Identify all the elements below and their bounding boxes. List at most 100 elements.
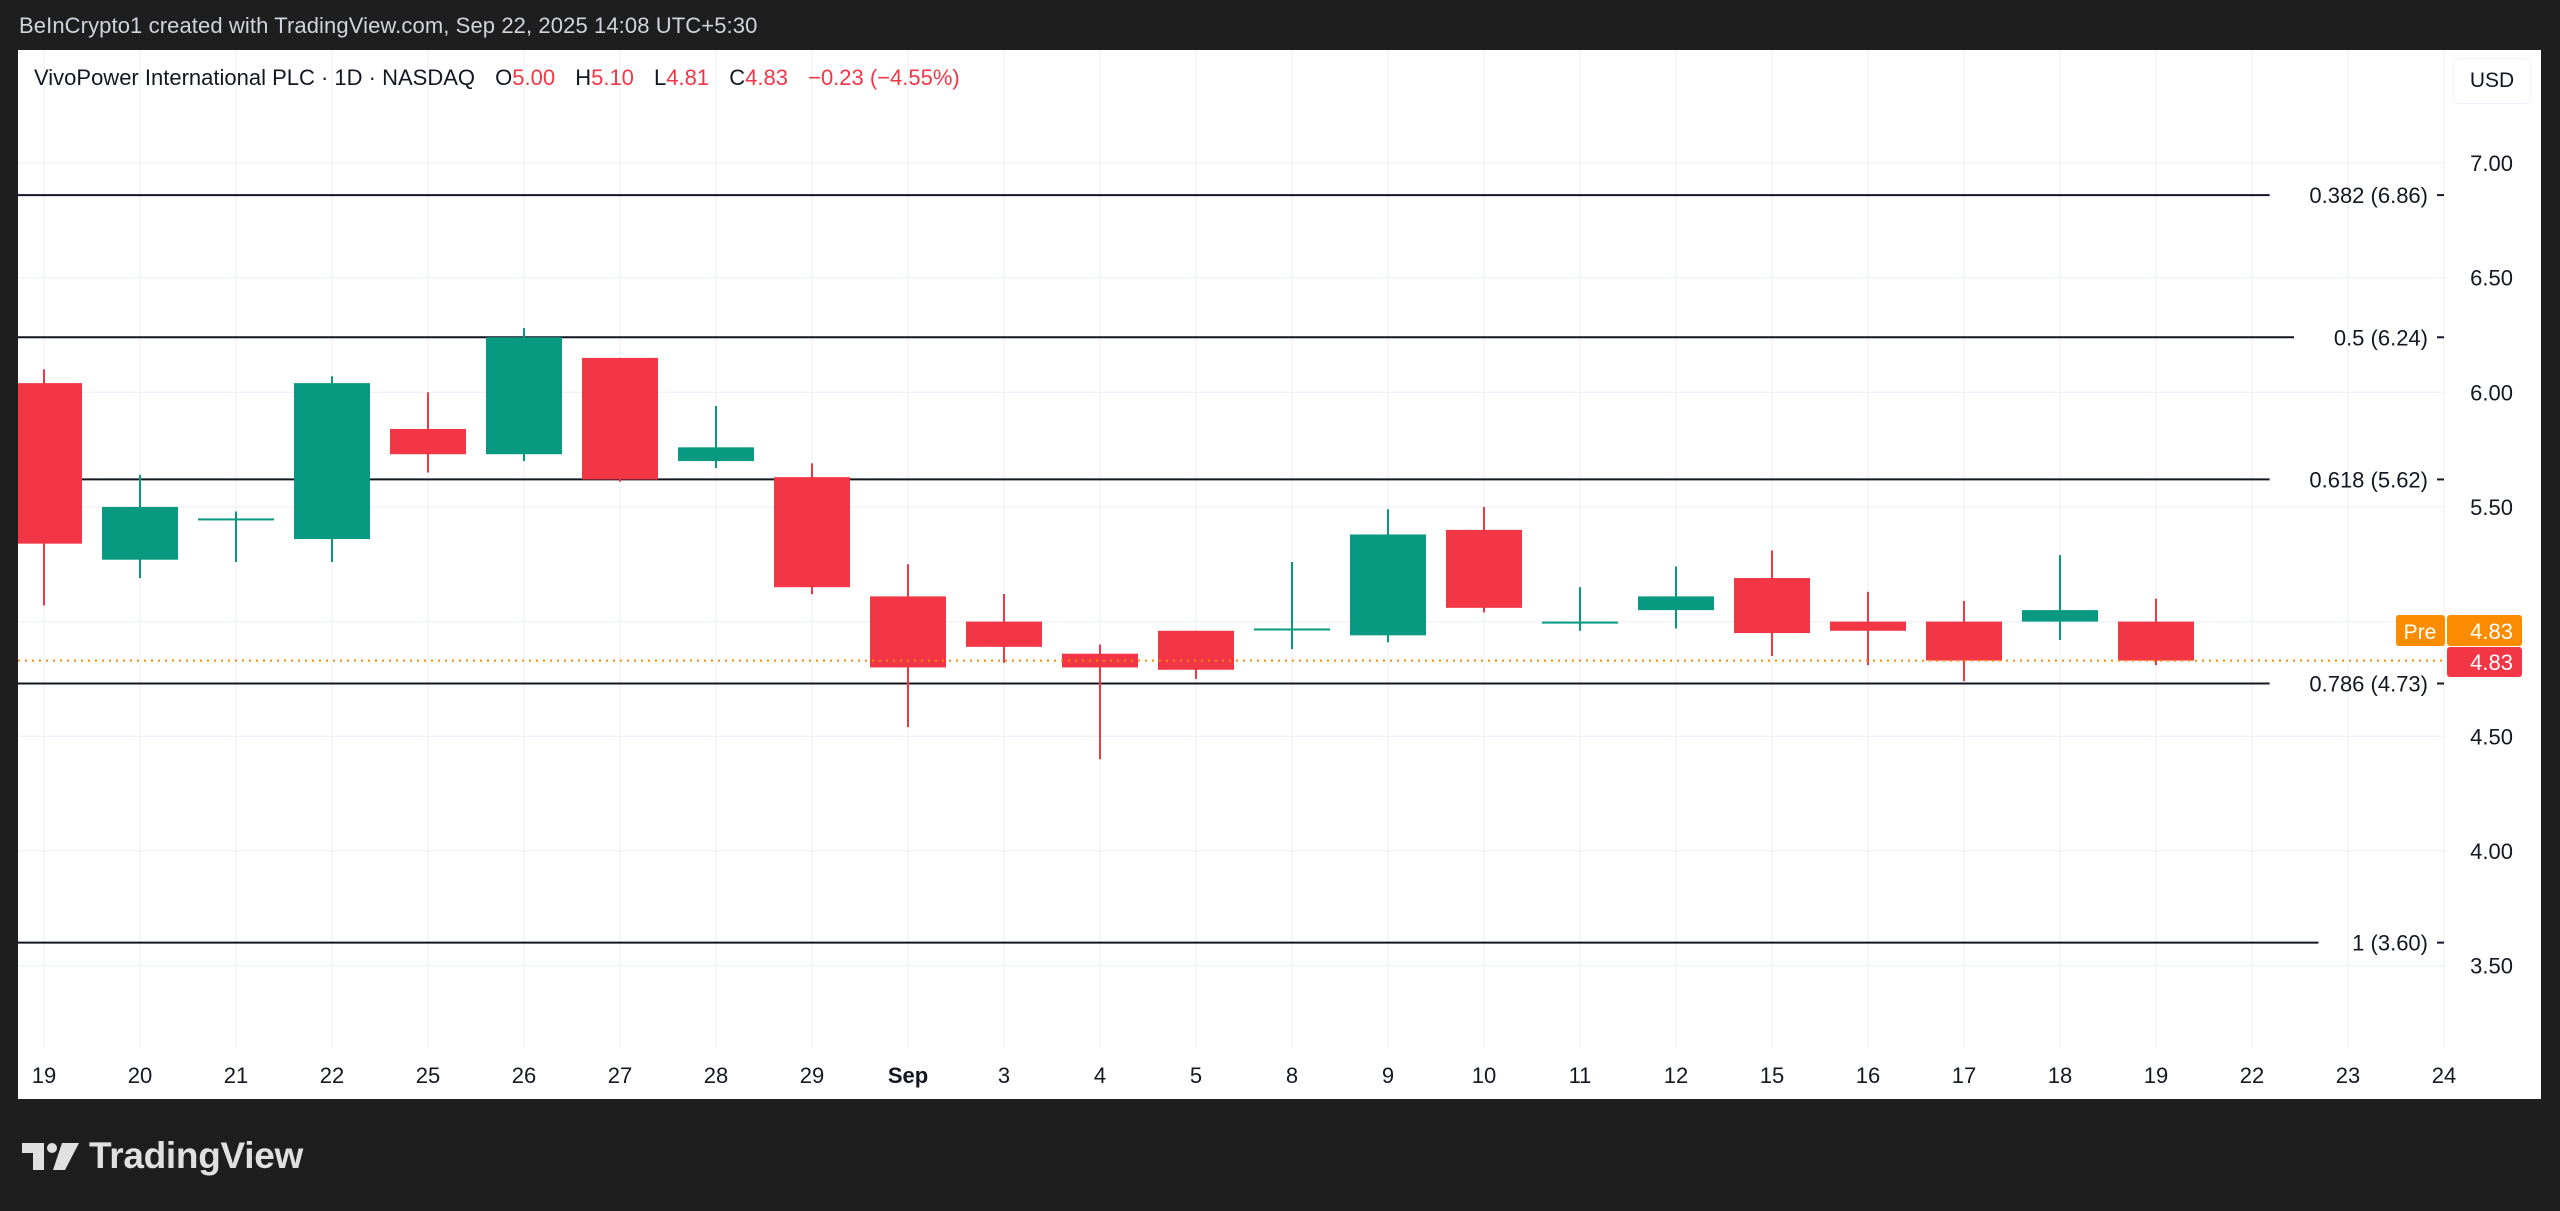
time-axis-label: 15	[1760, 1063, 1784, 1088]
candle-body	[1254, 628, 1330, 631]
candle-body	[1158, 630, 1234, 670]
candle	[1350, 509, 1426, 643]
time-axis-label: 3	[998, 1063, 1010, 1088]
high-value: 5.10	[591, 65, 634, 90]
candle	[1830, 591, 1906, 666]
grid-lines	[18, 50, 2445, 1047]
premarket-tag-label: Pre	[2404, 621, 2437, 644]
candles	[18, 328, 2194, 760]
tradingview-logo-icon	[22, 1142, 79, 1170]
time-axis-label: 11	[1569, 1063, 1592, 1088]
time-axis-label: 22	[2240, 1063, 2264, 1088]
candle-body	[1638, 596, 1714, 611]
candle-body	[18, 383, 82, 544]
currency-button[interactable]: USD	[2453, 58, 2531, 104]
candle	[1446, 506, 1522, 613]
fib-level-label: 1 (3.60)	[2352, 931, 2428, 956]
time-axis-label: 18	[2048, 1063, 2072, 1088]
time-axis-label: 12	[1664, 1063, 1688, 1088]
fib-level-label: 0.786 (4.73)	[2309, 672, 2428, 697]
time-axis-label: 5	[1190, 1063, 1202, 1088]
candle-body	[102, 506, 178, 560]
change-value: −0.23 (−4.55%)	[808, 65, 960, 90]
low-value: 4.81	[666, 65, 710, 90]
candle	[198, 511, 274, 562]
candle	[1542, 587, 1618, 631]
candle-body	[582, 357, 658, 480]
time-axis-label: 25	[416, 1063, 440, 1088]
candle	[678, 406, 754, 468]
price-axis[interactable]: 7.00 6.50 6.00 5.50 4.50 4.00 3.50	[2470, 151, 2513, 979]
time-axis-label: 8	[1286, 1063, 1298, 1088]
tradingview-logo[interactable]: TradingView	[22, 1135, 303, 1177]
candle-body	[966, 621, 1042, 647]
close-label: C	[729, 65, 746, 90]
symbol-title[interactable]: VivoPower International PLC · 1D · NASDA…	[34, 65, 475, 90]
premarket-price-value: 4.83	[2470, 619, 2513, 644]
time-axis-label: 9	[1382, 1063, 1394, 1088]
candle-body	[1446, 529, 1522, 608]
fibonacci-retracement[interactable]: 0.382 (6.86) 0.5 (6.24) 0.618 (5.62) 0.786 …	[18, 183, 2444, 956]
candle	[1734, 550, 1810, 656]
time-axis-label: 19	[2144, 1063, 2168, 1088]
fib-level-label: 0.618 (5.62)	[2309, 467, 2428, 492]
chart-credit: BeInCrypto1 created with TradingView.com…	[19, 13, 758, 38]
price-axis-label: 4.00	[2470, 839, 2513, 864]
time-axis-label: 26	[512, 1063, 536, 1088]
close-value: 4.83	[745, 65, 788, 90]
candle-body	[774, 477, 850, 588]
time-axis-label: 24	[2432, 1063, 2456, 1088]
time-axis[interactable]: 19 20 21 22 25 26 27 28 29 Sep 3 4 5 8 9 10 11 12 15 16 17 18…	[32, 1063, 2456, 1088]
candle	[1062, 644, 1138, 760]
candle-body	[1350, 534, 1426, 636]
tradingview-brand: TradingView	[89, 1135, 303, 1176]
candlestick-chart[interactable]: 0.382 (6.86) 0.5 (6.24) 0.618 (5.62) 0.786 …	[18, 50, 2541, 1099]
candle-body	[678, 447, 754, 462]
time-axis-label: 27	[608, 1063, 632, 1088]
price-tags: Pre 4.83 4.83	[2396, 615, 2522, 677]
candle	[486, 328, 562, 462]
candle	[18, 369, 82, 606]
candle-body	[1734, 578, 1810, 634]
candle	[870, 564, 946, 728]
time-axis-label: 23	[2336, 1063, 2360, 1088]
candle-body	[1062, 653, 1138, 668]
candle	[966, 594, 1042, 663]
time-axis-label: 29	[800, 1063, 824, 1088]
low-label: L	[654, 65, 667, 90]
candle-body	[2118, 621, 2194, 661]
open-value: 5.00	[512, 65, 556, 90]
time-axis-label: 28	[704, 1063, 728, 1088]
last-price-tag	[2447, 647, 2522, 677]
candle	[2022, 555, 2098, 640]
candle-body	[1542, 621, 1618, 624]
fib-level-label: 0.382 (6.86)	[2309, 183, 2428, 208]
chart-panel[interactable]: 0.382 (6.86) 0.5 (6.24) 0.618 (5.62) 0.786 …	[18, 50, 2541, 1099]
time-axis-label: 4	[1094, 1063, 1106, 1088]
candle	[102, 474, 178, 579]
high-label: H	[575, 65, 592, 90]
time-axis-label: 16	[1856, 1063, 1880, 1088]
time-axis-label: 22	[320, 1063, 344, 1088]
candle-body	[2022, 610, 2098, 622]
candle	[1638, 566, 1714, 629]
footer: TradingView	[0, 1099, 2560, 1211]
price-axis-label: 3.50	[2470, 954, 2513, 979]
candle	[390, 392, 466, 473]
time-axis-label: Sep	[888, 1063, 928, 1088]
price-axis-label: 6.50	[2470, 266, 2513, 291]
candle	[2118, 598, 2194, 666]
candle	[1158, 630, 1234, 679]
candle	[582, 357, 658, 482]
premarket-price-tag	[2447, 615, 2522, 646]
candle	[774, 463, 850, 595]
price-axis-label: 6.00	[2470, 380, 2513, 405]
candle-body	[486, 337, 562, 455]
candle	[294, 376, 370, 562]
candle	[1926, 600, 2002, 682]
premarket-tag	[2396, 615, 2445, 646]
candle-body	[870, 596, 946, 668]
price-axis-label: 5.50	[2470, 495, 2513, 520]
candle-body	[390, 428, 466, 455]
last-price-value: 4.83	[2470, 650, 2513, 675]
